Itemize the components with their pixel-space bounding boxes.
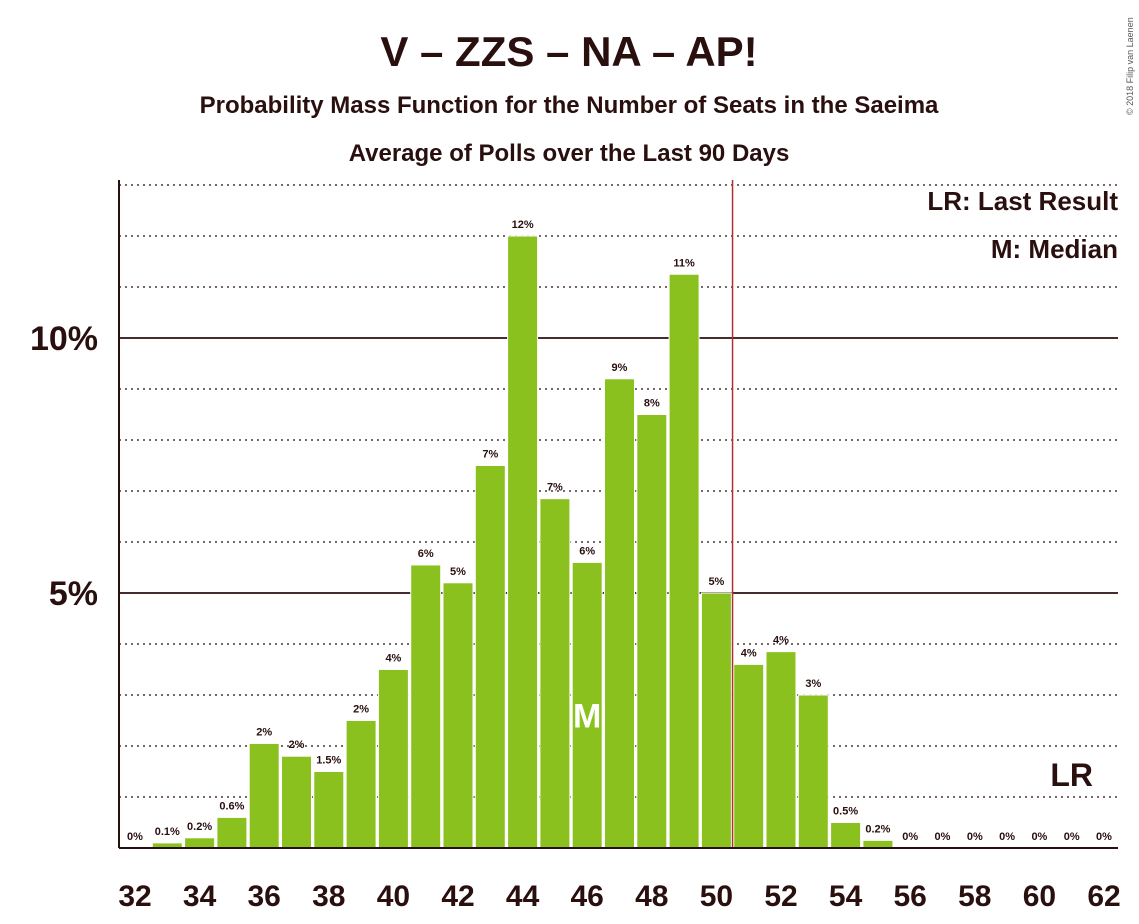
legend-median: M: Median <box>991 234 1118 264</box>
legend-last-result: LR: Last Result <box>927 186 1118 216</box>
data-label-42: 5% <box>450 566 466 578</box>
bar-seats-36 <box>248 742 280 849</box>
data-label-56: 0% <box>902 831 918 843</box>
data-label-38: 1.5% <box>316 755 341 767</box>
bar-seats-35 <box>216 816 248 849</box>
data-label-51: 4% <box>741 647 757 659</box>
bar-seats-50 <box>700 592 732 849</box>
data-label-59: 0% <box>999 831 1015 843</box>
bar-seats-46 <box>571 561 603 849</box>
bar-seats-42 <box>442 582 474 849</box>
x-tick-label-56: 56 <box>894 880 927 913</box>
chart-subtitle-2: Average of Polls over the Last 90 Days <box>349 140 790 167</box>
copyright-note: © 2018 Filip van Laenen <box>1125 17 1135 115</box>
x-tick-label-40: 40 <box>377 880 410 913</box>
data-label-45: 7% <box>547 482 563 494</box>
data-label-61: 0% <box>1064 831 1080 843</box>
bar-seats-43 <box>474 465 506 849</box>
x-tick-label-60: 60 <box>1023 880 1056 913</box>
y-tick-label: 5% <box>49 575 98 613</box>
bar-seats-41 <box>410 564 442 849</box>
data-label-35: 0.6% <box>219 800 244 812</box>
data-label-50: 5% <box>708 576 724 588</box>
data-label-49: 11% <box>673 257 695 269</box>
x-tick-label-38: 38 <box>312 880 345 913</box>
bar-seats-53 <box>797 694 829 849</box>
chart-title: V – ZZS – NA – AP! <box>380 28 757 75</box>
x-tick-label-36: 36 <box>248 880 281 913</box>
data-label-37: 2% <box>289 739 305 751</box>
data-label-34: 0.2% <box>187 821 212 833</box>
x-tick-label-62: 62 <box>1087 880 1120 913</box>
data-label-44: 12% <box>512 219 534 231</box>
bar-seats-44 <box>507 235 539 849</box>
bar-seats-34 <box>184 837 216 849</box>
x-tick-label-34: 34 <box>183 880 217 913</box>
data-label-43: 7% <box>482 449 498 461</box>
data-label-39: 2% <box>353 704 369 716</box>
axes: 5% 10% 32 34 36 38 40 42 44 46 48 50 52 54 56 58 60 62 <box>30 180 1121 913</box>
x-tick-label-58: 58 <box>958 880 991 913</box>
bar-seats-40 <box>377 669 409 849</box>
chart-subtitle: Probability Mass Function for the Number… <box>200 92 939 119</box>
data-label-58: 0% <box>967 831 983 843</box>
data-label-53: 3% <box>805 678 821 690</box>
bar-seats-38 <box>313 771 345 849</box>
bar-seats-49 <box>668 273 700 849</box>
data-label-62: 0% <box>1096 831 1112 843</box>
last-result-marker: LR <box>1050 757 1093 793</box>
bar-seats-47 <box>604 378 635 849</box>
y-tick-label: 10% <box>30 320 98 358</box>
x-tick-label-44: 44 <box>506 880 540 913</box>
bar-seats-54 <box>830 822 862 849</box>
data-label-46: 6% <box>579 545 595 557</box>
data-label-55: 0.2% <box>865 823 890 835</box>
data-label-54: 0.5% <box>833 806 858 818</box>
x-tick-label-54: 54 <box>829 880 863 913</box>
data-label-57: 0% <box>935 831 951 843</box>
data-labels: 0% 0.1% 0.2% 0.6% 2% 2% 1.5% 2% 4% 6% 5% 7% 12% 7% 6% 9… <box>127 219 1112 843</box>
data-label-47: 9% <box>612 362 628 374</box>
x-tick-label-42: 42 <box>441 880 474 913</box>
bar-seats-55 <box>862 839 894 849</box>
data-label-60: 0% <box>1031 831 1047 843</box>
bar-seats-51 <box>733 663 765 849</box>
bar-seats-39 <box>345 720 377 849</box>
x-tick-label-46: 46 <box>571 880 604 913</box>
data-label-33: 0.1% <box>155 826 180 838</box>
x-tick-label-32: 32 <box>118 880 151 913</box>
data-label-32: 0% <box>127 831 143 843</box>
bar-seats-37 <box>281 755 312 849</box>
data-label-48: 8% <box>644 398 660 410</box>
x-tick-label-52: 52 <box>764 880 797 913</box>
bars <box>151 235 894 849</box>
data-label-41: 6% <box>418 548 434 560</box>
x-tick-label-50: 50 <box>700 880 733 913</box>
data-label-40: 4% <box>385 653 401 665</box>
bar-seats-48 <box>636 414 668 849</box>
bar-seats-45 <box>539 498 571 849</box>
bar-seats-52 <box>765 651 797 849</box>
data-label-36: 2% <box>256 726 272 738</box>
data-label-52: 4% <box>773 635 789 647</box>
x-tick-label-48: 48 <box>635 880 668 913</box>
median-marker: M <box>573 697 601 735</box>
